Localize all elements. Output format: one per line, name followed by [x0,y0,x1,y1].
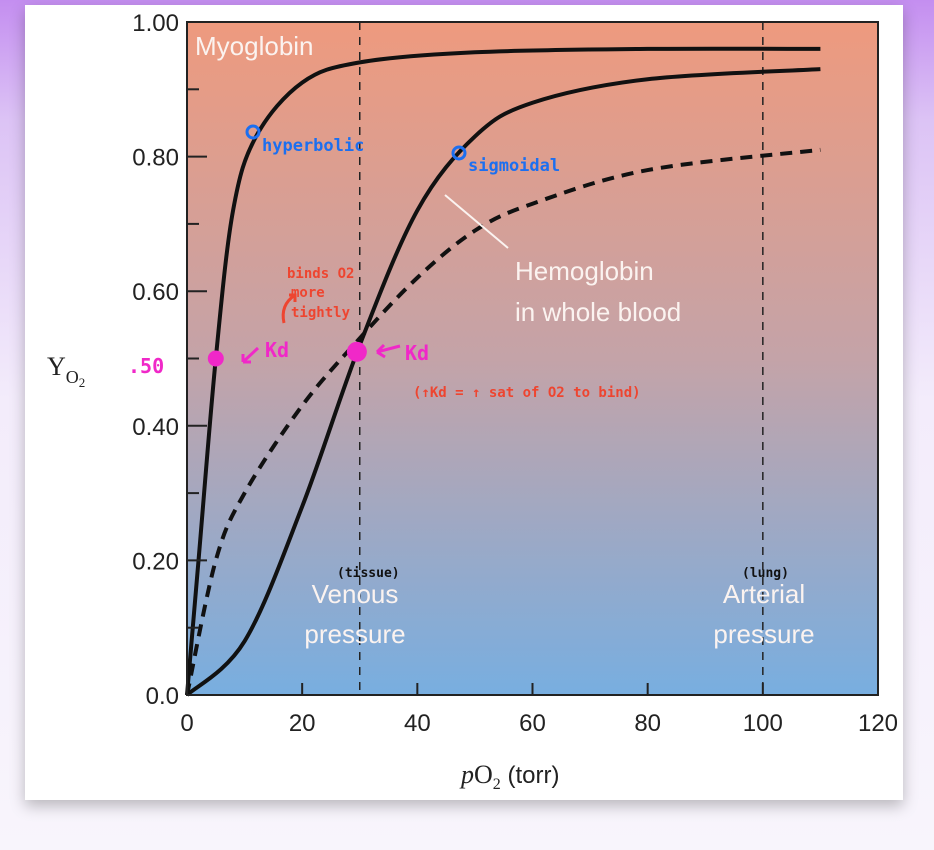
venous-label-1: Venous [312,579,399,609]
kd-left-arrow-icon [241,346,260,364]
myoglobin-label: Myoglobin [195,31,314,61]
kd-left-label: Kd [265,338,289,362]
y-tick-label: 0.60 [132,279,179,306]
y-tick-label: 0.0 [146,683,179,710]
x-tick-label: 100 [743,710,783,737]
series-line-0 [185,46,821,696]
series-line-2 [185,147,821,696]
x-tick-label: 20 [289,710,316,737]
venous-label-2: pressure [304,619,405,649]
kd-point-hemoglobin [346,341,367,362]
y-tick-label: 0.20 [132,548,179,575]
x-tick-label: 0 [180,710,193,737]
chart-card: 0 20 40 60 80 100 120 0.0 0.20 0.40 0.60 0.80 1.00 M… [25,5,903,800]
series-line-1 [185,67,821,697]
hemoglobin-leader-line [444,194,509,249]
arterial-label-2: pressure [713,619,814,649]
hemoglobin-label-1: Hemoglobin [515,256,654,286]
y-tick-label: 0.40 [132,414,179,441]
x-axis-label: pO2 (torr) [459,760,559,793]
y-tick-label: 1.00 [132,10,179,37]
x-tick-label: 60 [519,710,546,737]
binds-note-2: more [291,285,325,301]
x-tick-label: 80 [634,710,661,737]
hyperbolic-marker [245,124,261,140]
hemoglobin-label-2: in whole blood [515,297,681,327]
y-tick-label: 0.80 [132,145,179,172]
kd-right-arrow-icon [375,343,401,359]
binds-note-1: binds O2 [287,266,354,282]
x-tick-label: 40 [404,710,431,737]
arterial-label-1: Arterial [723,579,805,609]
binds-note-3: tightly [291,305,351,321]
y-axis-label: YO2 [47,352,85,390]
x-tick-label: 120 [858,710,898,737]
kd-right-label: Kd [405,341,429,365]
half-saturation-label: .50 [128,354,164,378]
kd-point-myoglobin [207,350,224,367]
kd-note: (↑Kd = ↑ sat of O2 to bind) [413,385,641,401]
hyperbolic-annotation: hyperbolic [262,136,364,156]
lung-note: (lung) [742,566,789,581]
chart: 0 20 40 60 80 100 120 0.0 0.20 0.40 0.60 0.80 1.00 M… [47,10,898,793]
tissue-note: (tissue) [337,566,400,581]
sigmoidal-marker [451,145,467,161]
arrow-icon [281,293,297,324]
sigmoidal-annotation: sigmoidal [468,156,560,176]
